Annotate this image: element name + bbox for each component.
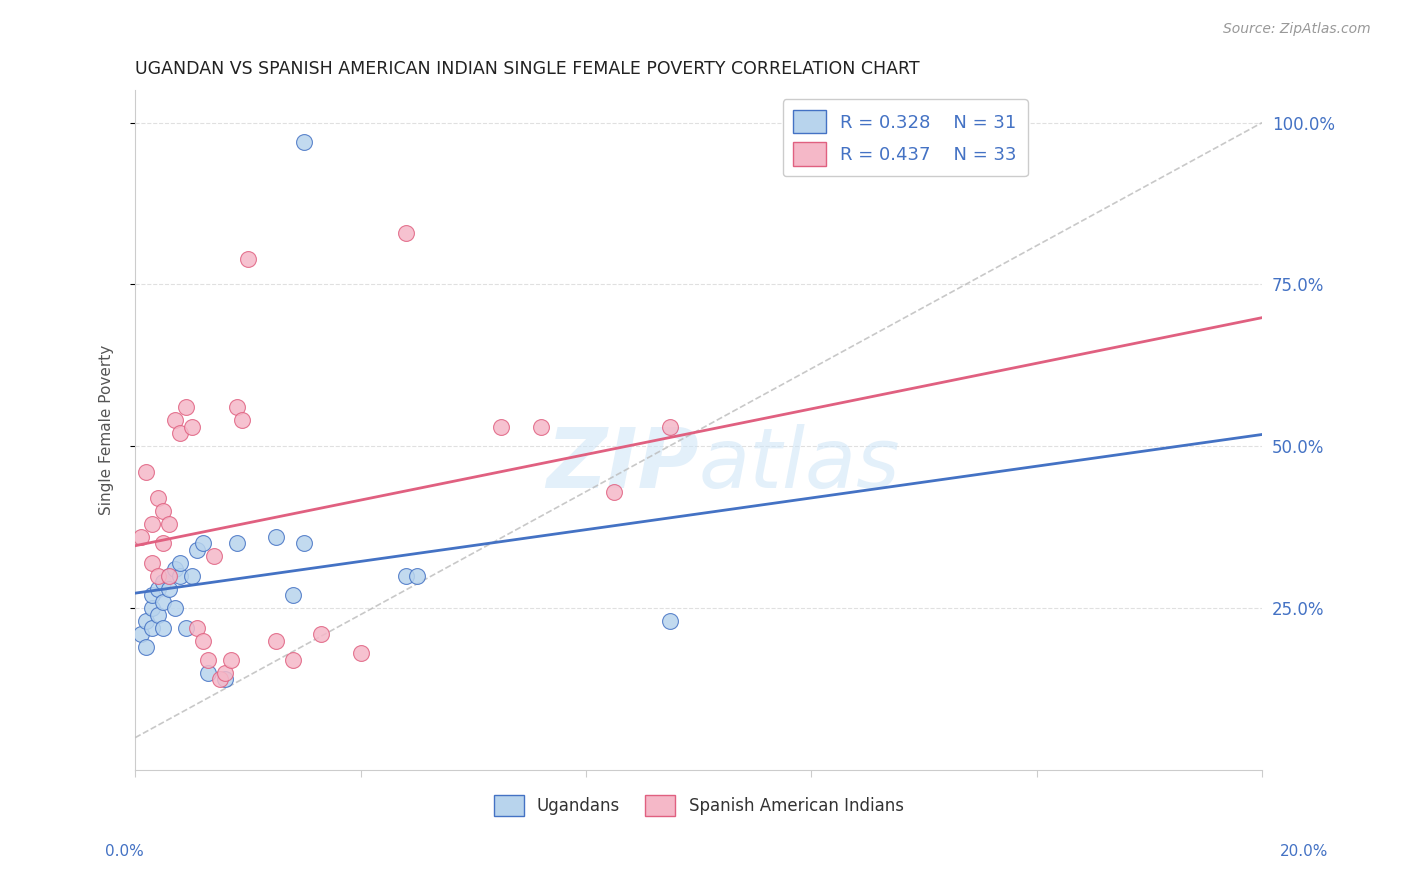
- Point: [197, 653, 219, 667]
- Point: [146, 569, 169, 583]
- Text: ZIP: ZIP: [546, 424, 699, 505]
- Point: [264, 530, 287, 544]
- Point: [146, 582, 169, 596]
- Point: [141, 588, 163, 602]
- Point: [129, 530, 152, 544]
- Point: [191, 633, 214, 648]
- Point: [659, 614, 682, 628]
- Point: [135, 465, 157, 479]
- Point: [169, 569, 191, 583]
- Point: [135, 614, 157, 628]
- Point: [202, 549, 225, 564]
- Point: [163, 413, 186, 427]
- Point: [174, 401, 197, 415]
- Point: [659, 420, 682, 434]
- Point: [219, 653, 242, 667]
- Point: [281, 588, 304, 602]
- Point: [141, 621, 163, 635]
- Point: [197, 665, 219, 680]
- Point: [491, 420, 513, 434]
- Point: [214, 665, 236, 680]
- Point: [292, 536, 315, 550]
- Point: [146, 491, 169, 505]
- Point: [395, 226, 418, 240]
- Y-axis label: Single Female Poverty: Single Female Poverty: [100, 345, 114, 516]
- Point: [264, 633, 287, 648]
- Point: [191, 536, 214, 550]
- Text: atlas: atlas: [699, 424, 900, 505]
- Point: [157, 569, 180, 583]
- Point: [152, 621, 174, 635]
- Point: [157, 569, 180, 583]
- Point: [163, 562, 186, 576]
- Point: [208, 673, 231, 687]
- Point: [180, 420, 202, 434]
- Point: [225, 536, 247, 550]
- Point: [135, 640, 157, 654]
- Point: [163, 601, 186, 615]
- Text: Source: ZipAtlas.com: Source: ZipAtlas.com: [1223, 22, 1371, 37]
- Point: [309, 627, 332, 641]
- Point: [141, 516, 163, 531]
- Point: [236, 252, 259, 266]
- Point: [146, 607, 169, 622]
- Point: [141, 556, 163, 570]
- Point: [152, 504, 174, 518]
- Point: [169, 556, 191, 570]
- Point: [186, 542, 208, 557]
- Point: [152, 536, 174, 550]
- Point: [129, 627, 152, 641]
- Point: [169, 426, 191, 441]
- Point: [174, 621, 197, 635]
- Point: [395, 569, 418, 583]
- Point: [214, 673, 236, 687]
- Point: [349, 647, 371, 661]
- Point: [152, 575, 174, 590]
- Point: [141, 601, 163, 615]
- Point: [603, 484, 626, 499]
- Text: 20.0%: 20.0%: [1281, 845, 1329, 859]
- Point: [406, 569, 429, 583]
- Point: [152, 595, 174, 609]
- Text: UGANDAN VS SPANISH AMERICAN INDIAN SINGLE FEMALE POVERTY CORRELATION CHART: UGANDAN VS SPANISH AMERICAN INDIAN SINGL…: [135, 60, 920, 78]
- Legend: Ugandans, Spanish American Indians: Ugandans, Spanish American Indians: [486, 789, 910, 822]
- Point: [186, 621, 208, 635]
- Point: [225, 401, 247, 415]
- Point: [157, 582, 180, 596]
- Point: [530, 420, 553, 434]
- Point: [292, 135, 315, 149]
- Point: [180, 569, 202, 583]
- Text: 0.0%: 0.0%: [105, 845, 145, 859]
- Point: [157, 516, 180, 531]
- Point: [231, 413, 253, 427]
- Point: [281, 653, 304, 667]
